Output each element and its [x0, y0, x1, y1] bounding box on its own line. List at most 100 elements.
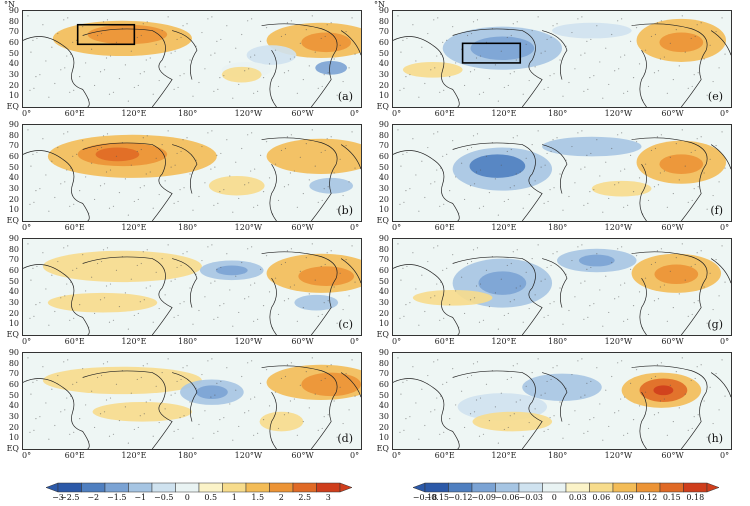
x-tick-label: 60°W: [661, 451, 684, 460]
coastline: [172, 144, 198, 194]
x-tick-label: 0°: [392, 223, 402, 232]
x-tick-label: 120°E: [121, 451, 147, 460]
y-tick-label: 30: [8, 298, 19, 307]
coastline: [269, 277, 277, 335]
y-tick-label: EQ: [376, 330, 389, 339]
anomaly-blob: [412, 289, 493, 306]
y-tick-label: 60: [8, 152, 19, 161]
colorbar-segment: [292, 482, 317, 493]
map-panel-d: (d): [22, 352, 362, 450]
y-tick-label: 40: [378, 401, 389, 411]
anomaly-blob: [522, 373, 602, 401]
colorbar-segment: [448, 482, 473, 493]
y-tick-label: 20: [8, 194, 19, 204]
colorbar-segment: [81, 482, 106, 493]
x-tick-label: 0°: [720, 109, 730, 118]
colorbar-segment: [316, 482, 341, 493]
y-tick-label: 50: [378, 48, 389, 58]
y-tick-label: 30: [378, 70, 389, 79]
y-tick-label: 60: [378, 38, 389, 47]
anomaly-blob: [259, 411, 304, 432]
colorbar-tick-label: 0: [551, 493, 557, 502]
x-tick-label: 0°: [392, 337, 402, 346]
anomaly-blob: [301, 372, 361, 397]
anomaly-field: [23, 11, 361, 107]
x-tick-label: 0°: [720, 223, 730, 232]
x-tick-label: 180°: [178, 451, 198, 460]
y-tick-label: 40: [378, 59, 389, 69]
x-tick-label: 120°E: [491, 223, 517, 232]
y-tick-label: 80: [8, 358, 19, 368]
colorbar-segment: [151, 482, 176, 493]
anomaly-blob: [309, 177, 354, 194]
map-panel-h: (h): [392, 352, 732, 450]
anomaly-field: [393, 125, 731, 221]
anomaly-blob: [315, 60, 348, 75]
anomaly-blob: [294, 294, 339, 311]
colorbar-segment: [104, 482, 129, 493]
coastline: [23, 378, 90, 449]
coastline: [340, 258, 361, 284]
y-tick-label: 80: [8, 130, 19, 140]
colorbar-arrow-max: [339, 482, 353, 493]
y-tick-label: 40: [8, 287, 19, 297]
coastline: [261, 251, 338, 335]
x-tick-label: 0°: [22, 109, 32, 118]
anomaly-blob: [208, 175, 265, 196]
x-tick-label: 120°E: [491, 337, 517, 346]
colorbar-segment: [245, 482, 270, 493]
coastline: [172, 372, 198, 422]
coastline: [542, 372, 568, 422]
colorbar-tick-label: −0.06: [494, 493, 520, 502]
colorbar-segment: [542, 482, 567, 493]
colorbar-tick-label: −0.03: [518, 493, 544, 502]
anomaly-blob: [552, 22, 632, 39]
x-tick-label: 60°E: [64, 223, 85, 232]
coastline: [82, 28, 173, 107]
colorbar-segment: [612, 482, 637, 493]
y-tick-label: 70: [378, 369, 389, 379]
x-tick-label: 120°E: [491, 109, 517, 118]
colorbar-tick-label: −0.15: [424, 493, 450, 502]
x-tick-label: 120°W: [234, 109, 263, 118]
coastline: [452, 370, 543, 449]
coastline: [710, 372, 731, 398]
anomaly-field: [393, 353, 731, 449]
y-tick-label: 90: [378, 120, 389, 129]
anomaly-blob: [472, 411, 553, 432]
region-box: [76, 23, 136, 46]
y-tick-label: EQ: [376, 216, 389, 225]
colorbar-tick-label: 1.5: [251, 493, 265, 502]
colorbar-tick-label: 0.09: [615, 493, 634, 502]
anomaly-field: [393, 239, 731, 335]
x-tick-label: 180°: [178, 337, 198, 346]
x-tick-label: 0°: [22, 337, 32, 346]
x-tick-label: 120°W: [604, 337, 633, 346]
anomaly-blob: [92, 401, 192, 422]
map-panel-g: (g): [392, 238, 732, 336]
y-tick-label: 70: [378, 27, 389, 37]
panel-label: (g): [707, 318, 723, 331]
coastline: [393, 36, 460, 107]
anomaly-blob: [246, 45, 297, 65]
colorbar-tick-label: 3: [325, 493, 331, 502]
colorbar-tick-label: 0.18: [686, 493, 705, 502]
coastline: [269, 391, 277, 449]
y-tick-label: 60: [8, 38, 19, 47]
coastline: [639, 391, 647, 449]
colorbar-tick-label: −0.12: [447, 493, 473, 502]
x-tick-label: 0°: [720, 337, 730, 346]
y-tick-label: 90: [8, 6, 19, 15]
x-tick-label: 60°W: [291, 223, 314, 232]
x-tick-label: 60°E: [434, 109, 455, 118]
x-tick-label: 120°E: [491, 451, 517, 460]
colorbar-segment: [222, 482, 247, 493]
y-tick-label: 90: [8, 234, 19, 243]
coastline: [269, 49, 277, 107]
y-tick-label: 40: [8, 59, 19, 69]
colorbar-segment: [636, 482, 661, 493]
map-panel-b: (b): [22, 124, 362, 222]
colorbar-tick-label: 0.03: [568, 493, 587, 502]
y-tick-label: 30: [8, 184, 19, 193]
y-tick-label: 50: [378, 162, 389, 172]
